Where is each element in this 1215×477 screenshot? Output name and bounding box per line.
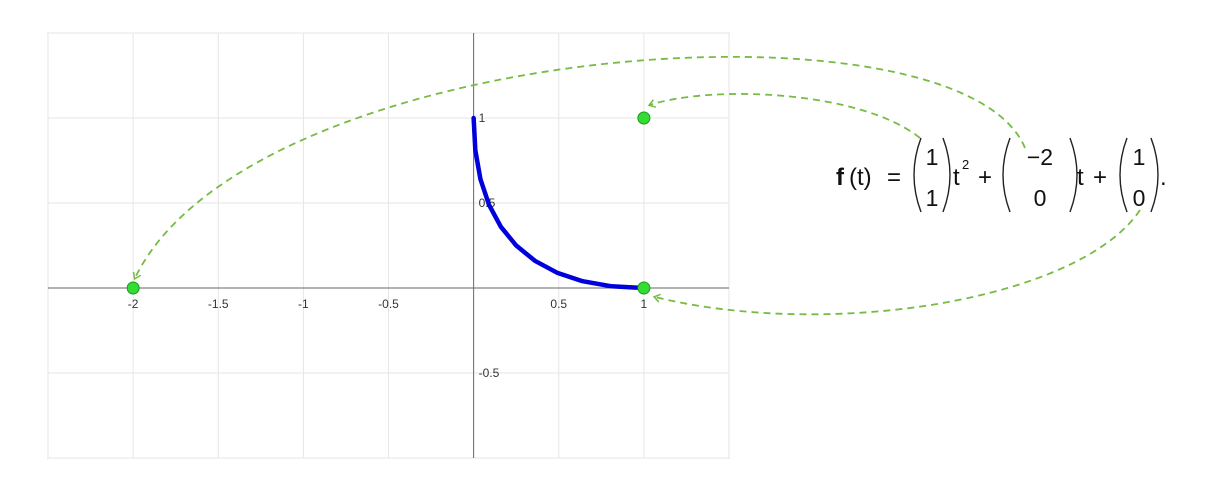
- data-point: [637, 111, 651, 125]
- data-point: [126, 281, 140, 295]
- series-layer: [471, 115, 647, 291]
- y-tick-label: 1: [479, 111, 486, 125]
- arrow-constant-to-point: [655, 209, 1141, 316]
- y-tick-label: -0.5: [479, 366, 500, 380]
- annotation-arrows: [135, 55, 1141, 316]
- x-tick-label: -0.5: [378, 297, 399, 311]
- plot-area: -2 -1.5 -1 -0.5 0.5 1 1 0.5 -0.5: [47, 32, 730, 459]
- x-tick-labels: -2 -1.5 -1 -0.5 0.5 1: [128, 297, 648, 311]
- vector3-right-paren: [1150, 137, 1159, 213]
- formula-t-linear: t: [1077, 164, 1084, 191]
- formula-f: f: [836, 164, 845, 191]
- formula: f (t) = 1 1 t 2 + −2 0 t + 1 0 .: [836, 137, 1167, 213]
- vector1-right-paren: [942, 137, 951, 213]
- x-tick-label: 1: [641, 297, 648, 311]
- x-tick-label: -2: [128, 297, 139, 311]
- x-tick-label: -1: [298, 297, 309, 311]
- vector3-bottom: 0: [1133, 185, 1146, 211]
- formula-exponent: 2: [962, 157, 969, 172]
- vector1-bottom: 1: [926, 185, 939, 211]
- series-curve: [471, 115, 647, 291]
- formula-period: .: [1160, 164, 1167, 191]
- vector2-bottom: 0: [1034, 185, 1047, 211]
- formula-t-squared: t: [953, 164, 960, 191]
- data-point: [637, 281, 651, 295]
- formula-plus-2: +: [1093, 164, 1107, 191]
- vector2-top: −2: [1027, 144, 1053, 170]
- vector1-left-paren: [913, 137, 922, 213]
- vector1-top: 1: [926, 144, 939, 170]
- x-tick-label: 0.5: [550, 297, 567, 311]
- formula-arg: (t): [849, 164, 872, 191]
- arrow-t-coefficient-to-point: [135, 55, 1026, 278]
- vector2-left-paren: [1002, 137, 1011, 213]
- points-layer: [126, 111, 651, 295]
- vector3-left-paren: [1119, 137, 1128, 213]
- formula-plus-1: +: [978, 164, 992, 191]
- gridlines: [47, 32, 730, 459]
- vector3-top: 1: [1133, 144, 1146, 170]
- x-tick-label: -1.5: [208, 297, 229, 311]
- formula-equals: =: [887, 164, 901, 191]
- vector2-right-paren: [1069, 137, 1078, 213]
